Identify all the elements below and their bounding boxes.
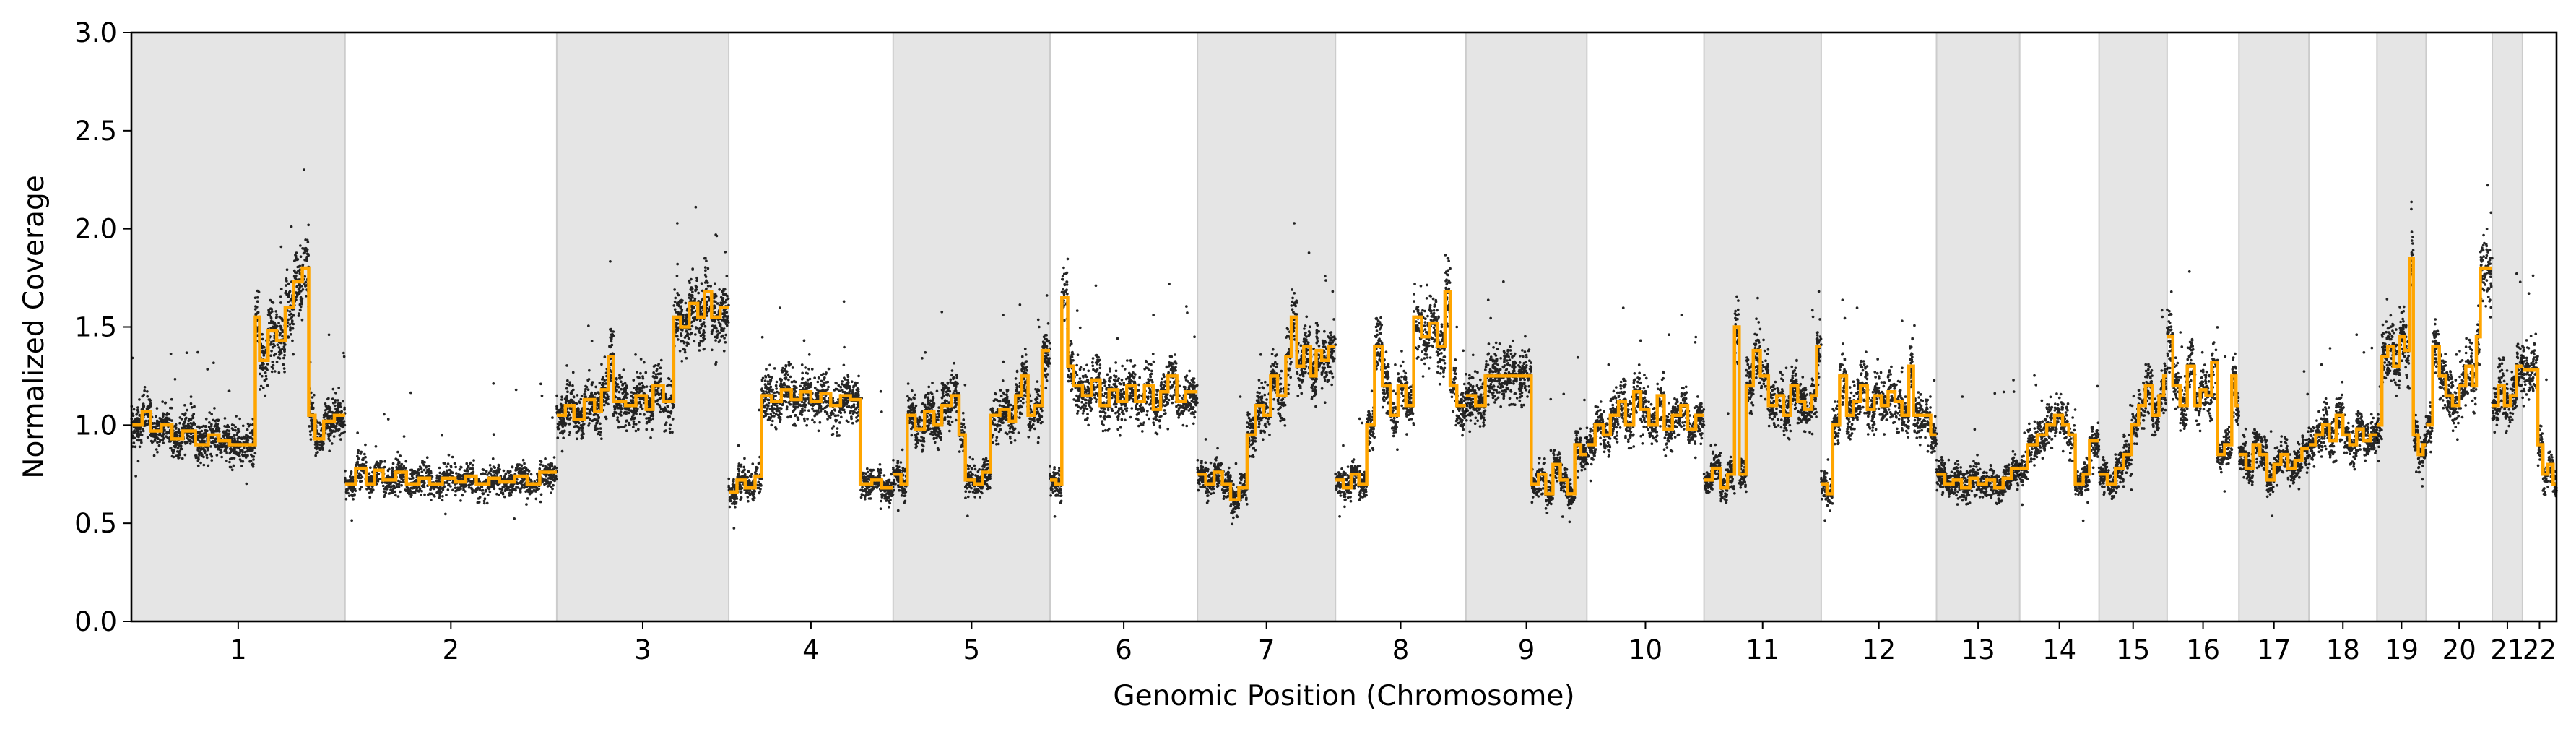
segment-line-chr2 xyxy=(344,466,557,486)
chromosome-band-1 xyxy=(131,32,346,622)
segment-line-chr12 xyxy=(1821,364,1937,496)
chromosome-band-17 xyxy=(2238,32,2310,622)
segment-line-chr15 xyxy=(2099,374,2167,486)
coverage-points xyxy=(130,168,2558,530)
segment-line-chr13 xyxy=(1936,466,2020,490)
x-tick-label-5: 5 xyxy=(963,634,981,665)
segment-line-chr7 xyxy=(1197,315,1336,501)
chromosome-band-13 xyxy=(1935,32,2021,622)
x-tick-label-8: 8 xyxy=(1392,634,1410,665)
x-tick-label-22: 22 xyxy=(2523,634,2557,665)
coverage-points-chr16 xyxy=(2166,270,2240,493)
segment-lines xyxy=(131,257,2557,501)
segment-line-chr17 xyxy=(2239,443,2310,482)
coverage-points-chr4 xyxy=(727,300,895,530)
x-tick-label-4: 4 xyxy=(802,634,820,665)
y-tick-label-2.0: 2.0 xyxy=(74,214,117,245)
coverage-points-chr5 xyxy=(892,294,1051,517)
coverage-points-chr20 xyxy=(2424,184,2494,454)
segment-line-chr14 xyxy=(2019,413,2099,486)
y-axis-label: Normalized Coverage xyxy=(18,175,51,478)
x-tick-label-18: 18 xyxy=(2326,634,2360,665)
segment-line-chr10 xyxy=(1587,389,1704,447)
chromosome-band-15 xyxy=(2098,32,2168,622)
segment-line-chr16 xyxy=(2167,335,2239,457)
segment-line-chr8 xyxy=(1335,290,1466,490)
y-axis-ticks: 0.0 0.5 1.0 1.5 2.0 2.5 3.0 xyxy=(74,17,131,637)
chromosome-band-9 xyxy=(1465,32,1588,622)
segment-line-chr3 xyxy=(556,290,729,421)
segment-line-chr22 xyxy=(2522,368,2557,486)
x-tick-label-16: 16 xyxy=(2186,634,2220,665)
x-tick-label-21: 21 xyxy=(2490,634,2524,665)
coverage-points-chr2 xyxy=(344,382,558,522)
segment-line-chr6 xyxy=(1050,296,1198,486)
segment-line-chr20 xyxy=(2426,266,2492,427)
coverage-points-chr10 xyxy=(1585,306,1706,483)
segment-line-chr4 xyxy=(729,388,893,494)
plot-frame xyxy=(130,31,2558,623)
segment-line-chr9 xyxy=(1465,374,1587,496)
x-tick-label-17: 17 xyxy=(2257,634,2291,665)
y-tick-label-1.5: 1.5 xyxy=(74,312,117,343)
segment-line-chr1 xyxy=(131,266,345,447)
coverage-points-chr18 xyxy=(2307,333,2378,471)
x-tick-label-19: 19 xyxy=(2385,634,2419,665)
chromosome-band-11 xyxy=(1703,32,1822,622)
x-tick-label-11: 11 xyxy=(1745,634,1779,665)
segment-line-chr19 xyxy=(2377,257,2427,457)
chromosome-band-7 xyxy=(1197,32,1337,622)
y-tick-label-1.0: 1.0 xyxy=(74,410,117,441)
x-tick-label-15: 15 xyxy=(2116,634,2150,665)
x-tick-label-12: 12 xyxy=(1862,634,1896,665)
chromosome-band-3 xyxy=(555,32,730,622)
x-tick-label-13: 13 xyxy=(1961,634,1995,665)
x-tick-label-1: 1 xyxy=(230,634,247,665)
y-tick-label-0.5: 0.5 xyxy=(74,508,117,539)
segment-line-chr18 xyxy=(2309,413,2377,447)
y-tick-label-0.0: 0.0 xyxy=(74,606,117,637)
segment-line-chr11 xyxy=(1704,325,1821,490)
x-tick-label-7: 7 xyxy=(1258,634,1275,665)
segment-line-chr21 xyxy=(2492,364,2523,408)
x-tick-label-3: 3 xyxy=(634,634,651,665)
x-tick-label-9: 9 xyxy=(1518,634,1535,665)
chromosome-bands xyxy=(131,32,2523,622)
x-tick-label-14: 14 xyxy=(2042,634,2076,665)
chromosome-band-21 xyxy=(2492,32,2523,622)
coverage-points-chr3 xyxy=(555,205,730,453)
x-tick-label-2: 2 xyxy=(443,634,460,665)
x-tick-label-20: 20 xyxy=(2442,634,2476,665)
x-axis-label: Genomic Position (Chromosome) xyxy=(1113,680,1574,712)
chromosome-band-5 xyxy=(892,32,1051,622)
x-tick-label-6: 6 xyxy=(1115,634,1132,665)
y-tick-label-2.5: 2.5 xyxy=(74,116,117,147)
segment-line-chr5 xyxy=(893,348,1050,486)
x-tick-label-10: 10 xyxy=(1629,634,1662,665)
y-tick-label-3.0: 3.0 xyxy=(74,17,117,48)
coverage-points-chr14 xyxy=(2018,374,2101,522)
